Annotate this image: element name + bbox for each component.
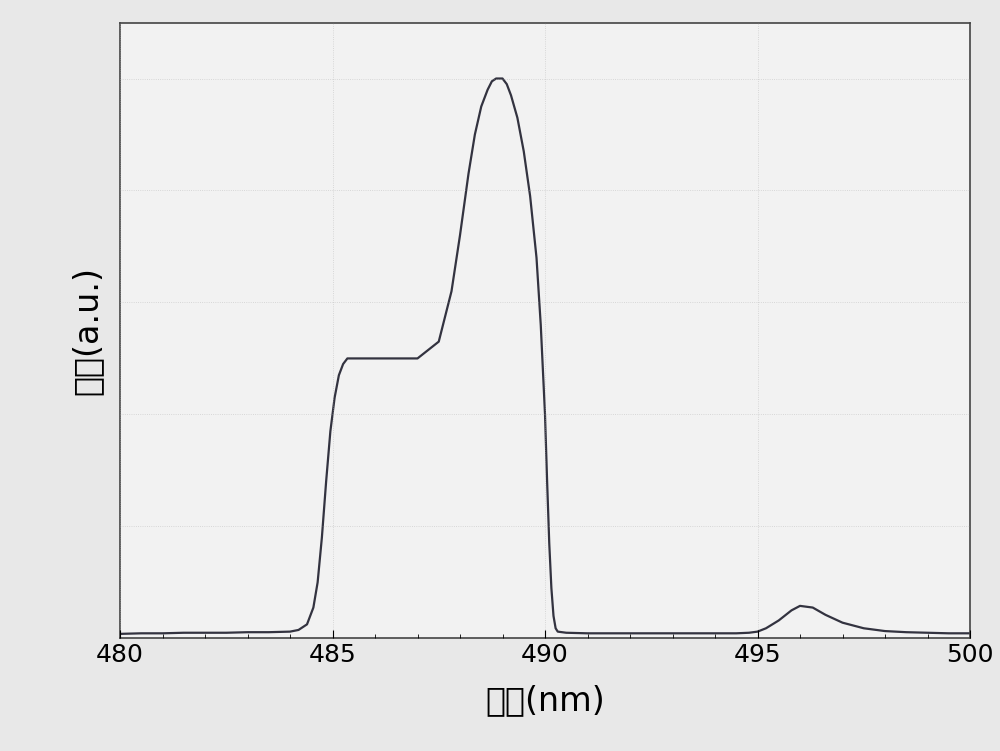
Y-axis label: 强度(a.u.): 强度(a.u.) [70, 266, 103, 395]
X-axis label: 波长(nm): 波长(nm) [485, 684, 605, 717]
